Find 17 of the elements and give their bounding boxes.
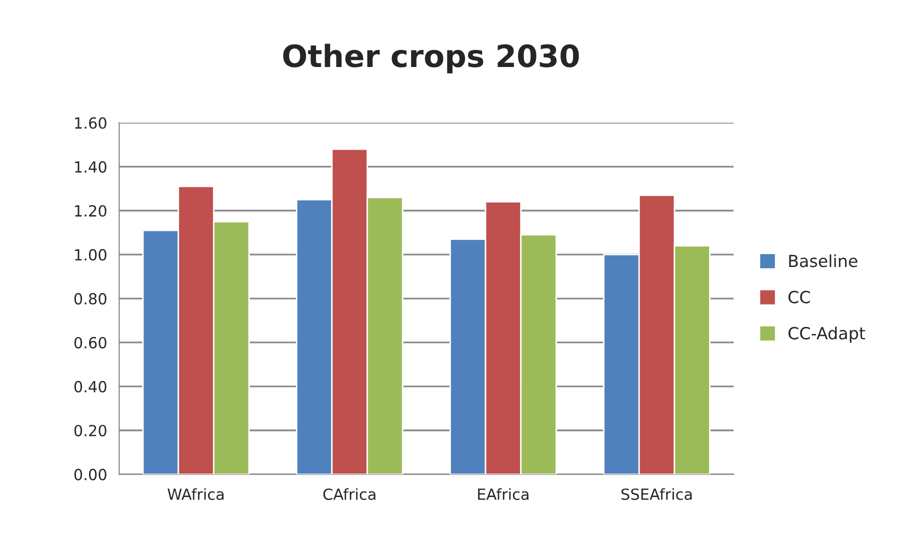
- x-tick-label: EAfrica: [478, 488, 528, 500]
- legend-label: CC-Adapt: [788, 326, 866, 343]
- y-tick-label: 1.00: [75, 249, 106, 261]
- y-tick-label: 0.40: [74, 380, 106, 392]
- legend-label: Baseline: [789, 254, 858, 268]
- y-tick-label: 0.80: [74, 292, 106, 305]
- chart-title: Other crops 2030: [283, 44, 579, 74]
- x-tick-label: CAfrica: [323, 488, 376, 500]
- x-tick-label: SSEAfrica: [622, 488, 692, 500]
- y-tick-label: 1.20: [75, 205, 106, 217]
- legend-label: CC: [788, 290, 810, 304]
- y-tick-label: 1.60: [75, 117, 106, 129]
- y-tick-label: 0.60: [74, 336, 106, 348]
- x-tick-label: WAfrica: [168, 488, 224, 500]
- y-tick-label: 1.40: [75, 161, 106, 173]
- y-tick-label: 0.20: [74, 424, 106, 436]
- y-tick-label: 0.00: [74, 468, 106, 480]
